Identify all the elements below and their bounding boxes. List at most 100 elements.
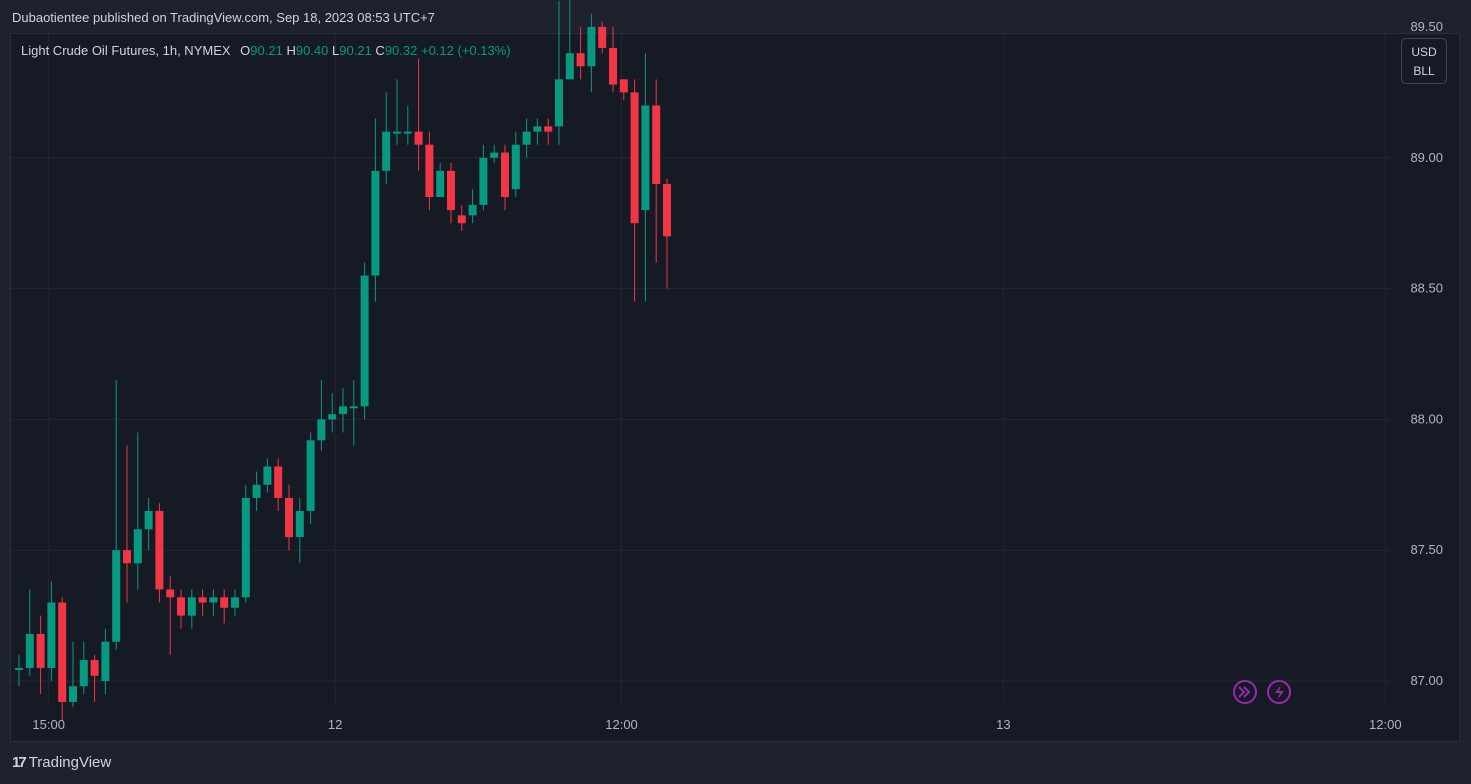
candle-body	[339, 406, 347, 415]
legend: Light Crude Oil Futures, 1h, NYMEX O 90.2…	[21, 43, 511, 58]
legend-c-label: C	[375, 43, 385, 58]
candle	[403, 105, 412, 145]
candle	[414, 58, 423, 171]
candle-body	[112, 550, 121, 642]
candle-body	[447, 170, 455, 211]
candle-body	[36, 633, 45, 668]
candle-body	[436, 170, 445, 198]
legend-l-value: 90.21	[339, 43, 372, 58]
candle-body	[144, 510, 153, 530]
candle	[198, 589, 207, 616]
candle-body	[425, 144, 434, 198]
candle	[133, 432, 142, 590]
y-tick-label: 88.00	[1410, 411, 1443, 426]
candle-body	[468, 204, 477, 216]
candle-body	[133, 529, 142, 564]
candle	[241, 484, 250, 603]
candle	[231, 589, 239, 616]
currency-unit-button[interactable]: USD BLL	[1401, 38, 1447, 84]
candle	[349, 380, 358, 446]
candle	[209, 589, 218, 616]
candle	[58, 597, 67, 721]
candle	[630, 79, 639, 302]
candle-body	[263, 466, 272, 485]
candle-body	[177, 597, 185, 616]
legend-c-value: 90.32	[384, 43, 418, 58]
legend-h-label: H	[286, 43, 296, 58]
candle-body	[285, 497, 293, 538]
candle-body	[501, 152, 509, 198]
candle-body	[15, 667, 23, 670]
lightning-icon[interactable]	[1267, 680, 1291, 704]
candle-body	[349, 406, 358, 409]
candle-body	[565, 53, 574, 80]
candle	[425, 131, 434, 211]
y-tick-label: 89.50	[1410, 19, 1443, 34]
candle-body	[457, 215, 466, 224]
candle-body	[641, 105, 650, 211]
candle-body	[198, 597, 207, 603]
y-tick-label: 89.00	[1410, 150, 1443, 165]
legend-symbol: Light Crude Oil Futures, 1h, NYMEX	[21, 43, 231, 58]
currency-line2: BLL	[1413, 64, 1435, 78]
x-tick-label: 15:00	[32, 717, 65, 732]
candle	[69, 641, 77, 708]
candle	[101, 628, 110, 695]
candle-body	[511, 144, 520, 190]
candle	[25, 589, 34, 676]
candle-body	[295, 510, 304, 538]
candle	[501, 144, 509, 211]
candle	[90, 654, 99, 702]
candle	[522, 118, 531, 158]
candle	[393, 79, 401, 145]
candle-body	[241, 497, 250, 598]
x-tick-label: 12	[328, 717, 342, 732]
legend-l-label: L	[332, 43, 340, 58]
y-tick-label: 88.50	[1410, 281, 1443, 296]
candle	[490, 144, 499, 164]
candle-body	[393, 131, 401, 134]
candle-body	[619, 79, 628, 93]
candle-body	[609, 47, 617, 85]
candle-body	[69, 686, 77, 702]
candle-body	[382, 131, 391, 171]
candle-body	[403, 131, 412, 134]
candle-body	[317, 419, 326, 441]
candle-body	[187, 597, 196, 616]
candle	[619, 79, 628, 101]
tradingview-logo-icon: 17	[12, 754, 27, 771]
candle	[457, 204, 466, 232]
candle-body	[274, 466, 283, 498]
legend-h-value: 90.40	[295, 43, 329, 58]
candle-body	[414, 131, 423, 145]
candle	[177, 589, 185, 629]
x-tick-label: 13	[996, 717, 1010, 732]
candle-body	[652, 105, 661, 184]
candle	[598, 21, 607, 54]
candle	[447, 163, 455, 224]
candle	[511, 131, 520, 198]
chart-icons	[1233, 680, 1291, 704]
candle	[468, 189, 477, 224]
candle-body	[371, 170, 380, 276]
candle	[36, 615, 45, 695]
candle	[166, 576, 175, 655]
candle	[555, 0, 563, 145]
candle	[263, 458, 272, 493]
candle	[360, 262, 369, 420]
candle-body	[220, 597, 229, 608]
chart-frame	[10, 33, 1460, 742]
fast-forward-icon[interactable]	[1233, 680, 1257, 704]
candle-body	[533, 126, 542, 132]
candle-body	[360, 275, 369, 407]
candle	[339, 388, 347, 433]
candle	[79, 641, 88, 695]
candle-body	[252, 484, 261, 498]
tradingview-brand: TradingView	[28, 754, 112, 771]
x-tick-label: 12:00	[605, 717, 638, 732]
legend-o-label: O	[240, 43, 251, 58]
candle-body	[555, 79, 563, 127]
tradingview-logo[interactable]: 17 TradingView	[12, 754, 111, 771]
